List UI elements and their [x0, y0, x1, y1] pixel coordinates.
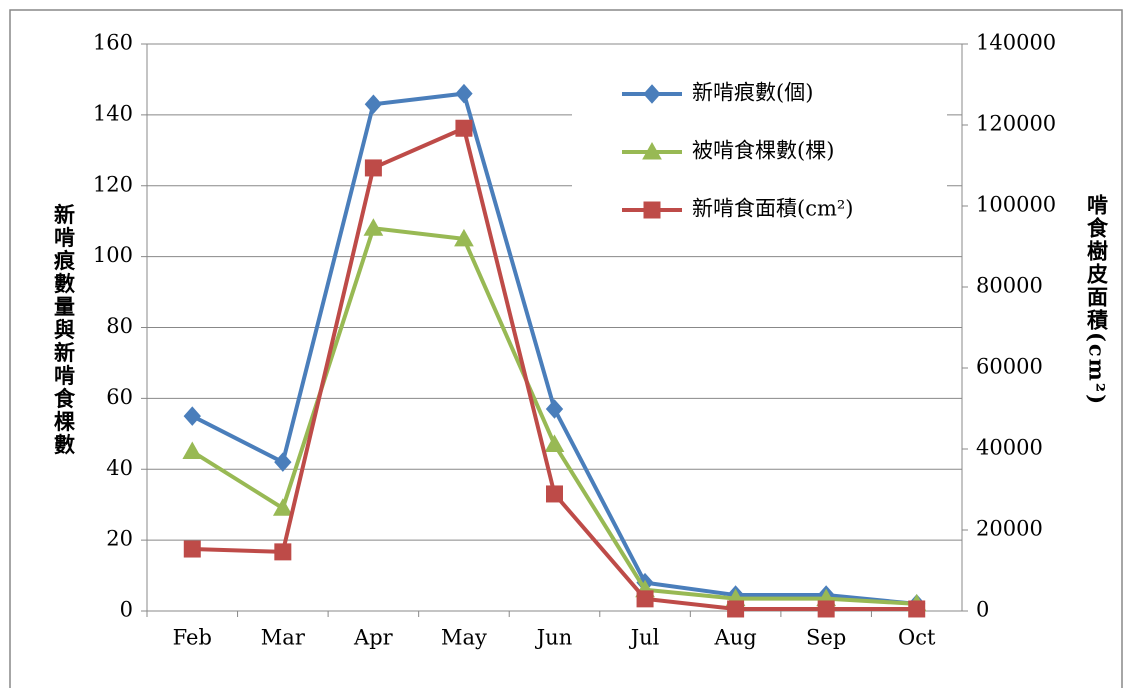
x-tick-label: Oct [898, 626, 936, 650]
y2-tick-label: 140000 [976, 31, 1056, 55]
marker [364, 94, 383, 114]
y-tick-label: 160 [93, 31, 133, 55]
marker [454, 228, 474, 247]
marker [183, 540, 201, 558]
x-tick-label: Sep [806, 626, 846, 650]
y-tick-label: 120 [93, 172, 133, 196]
marker [908, 600, 926, 618]
x-tick-label: Jun [535, 626, 572, 650]
y-tick-label: 100 [93, 243, 133, 267]
y2-tick-label: 40000 [976, 436, 1043, 460]
marker [642, 141, 662, 160]
y2-tick-label: 0 [976, 598, 989, 622]
marker [636, 590, 654, 608]
marker [182, 441, 203, 460]
y2-axis-label: 啃食樹皮面積(cm²) [1085, 193, 1110, 406]
marker [183, 406, 201, 426]
marker [544, 434, 565, 452]
x-tick-label: Aug [714, 626, 757, 650]
chart-frame [9, 9, 1123, 688]
x-tick-label: Mar [261, 626, 306, 650]
legend-label: 新啃食面積(cm²) [692, 197, 853, 221]
y2-tick-label: 120000 [976, 112, 1056, 136]
marker [727, 600, 745, 618]
marker [455, 119, 473, 137]
y-axis-label: 新啃痕數量與新啃食棵數 [52, 203, 77, 457]
marker [272, 498, 293, 516]
marker [546, 485, 563, 503]
marker [274, 452, 292, 472]
x-tick-label: Feb [173, 626, 212, 650]
y-tick-label: 40 [106, 456, 133, 480]
marker [643, 201, 661, 219]
marker [545, 399, 564, 419]
legend-label: 新啃痕數(個) [692, 81, 813, 105]
y2-tick-label: 60000 [976, 355, 1043, 379]
y-tick-label: 0 [120, 598, 133, 622]
marker [643, 84, 661, 104]
marker [274, 543, 292, 561]
x-tick-label: Apr [353, 626, 394, 650]
y2-tick-label: 80000 [976, 274, 1043, 298]
x-tick-label: Jul [629, 626, 660, 650]
y-tick-label: 60 [106, 385, 133, 409]
y-tick-label: 20 [106, 527, 133, 551]
marker [364, 159, 382, 177]
y-tick-label: 80 [106, 314, 133, 338]
y2-tick-label: 100000 [976, 193, 1056, 217]
y-tick-label: 140 [93, 101, 133, 125]
y2-tick-label: 20000 [976, 517, 1043, 541]
marker [817, 600, 835, 618]
marker [455, 83, 473, 104]
marker [363, 218, 384, 236]
x-tick-label: May [441, 626, 487, 650]
legend-label: 被啃食棵數(棵) [692, 139, 834, 163]
